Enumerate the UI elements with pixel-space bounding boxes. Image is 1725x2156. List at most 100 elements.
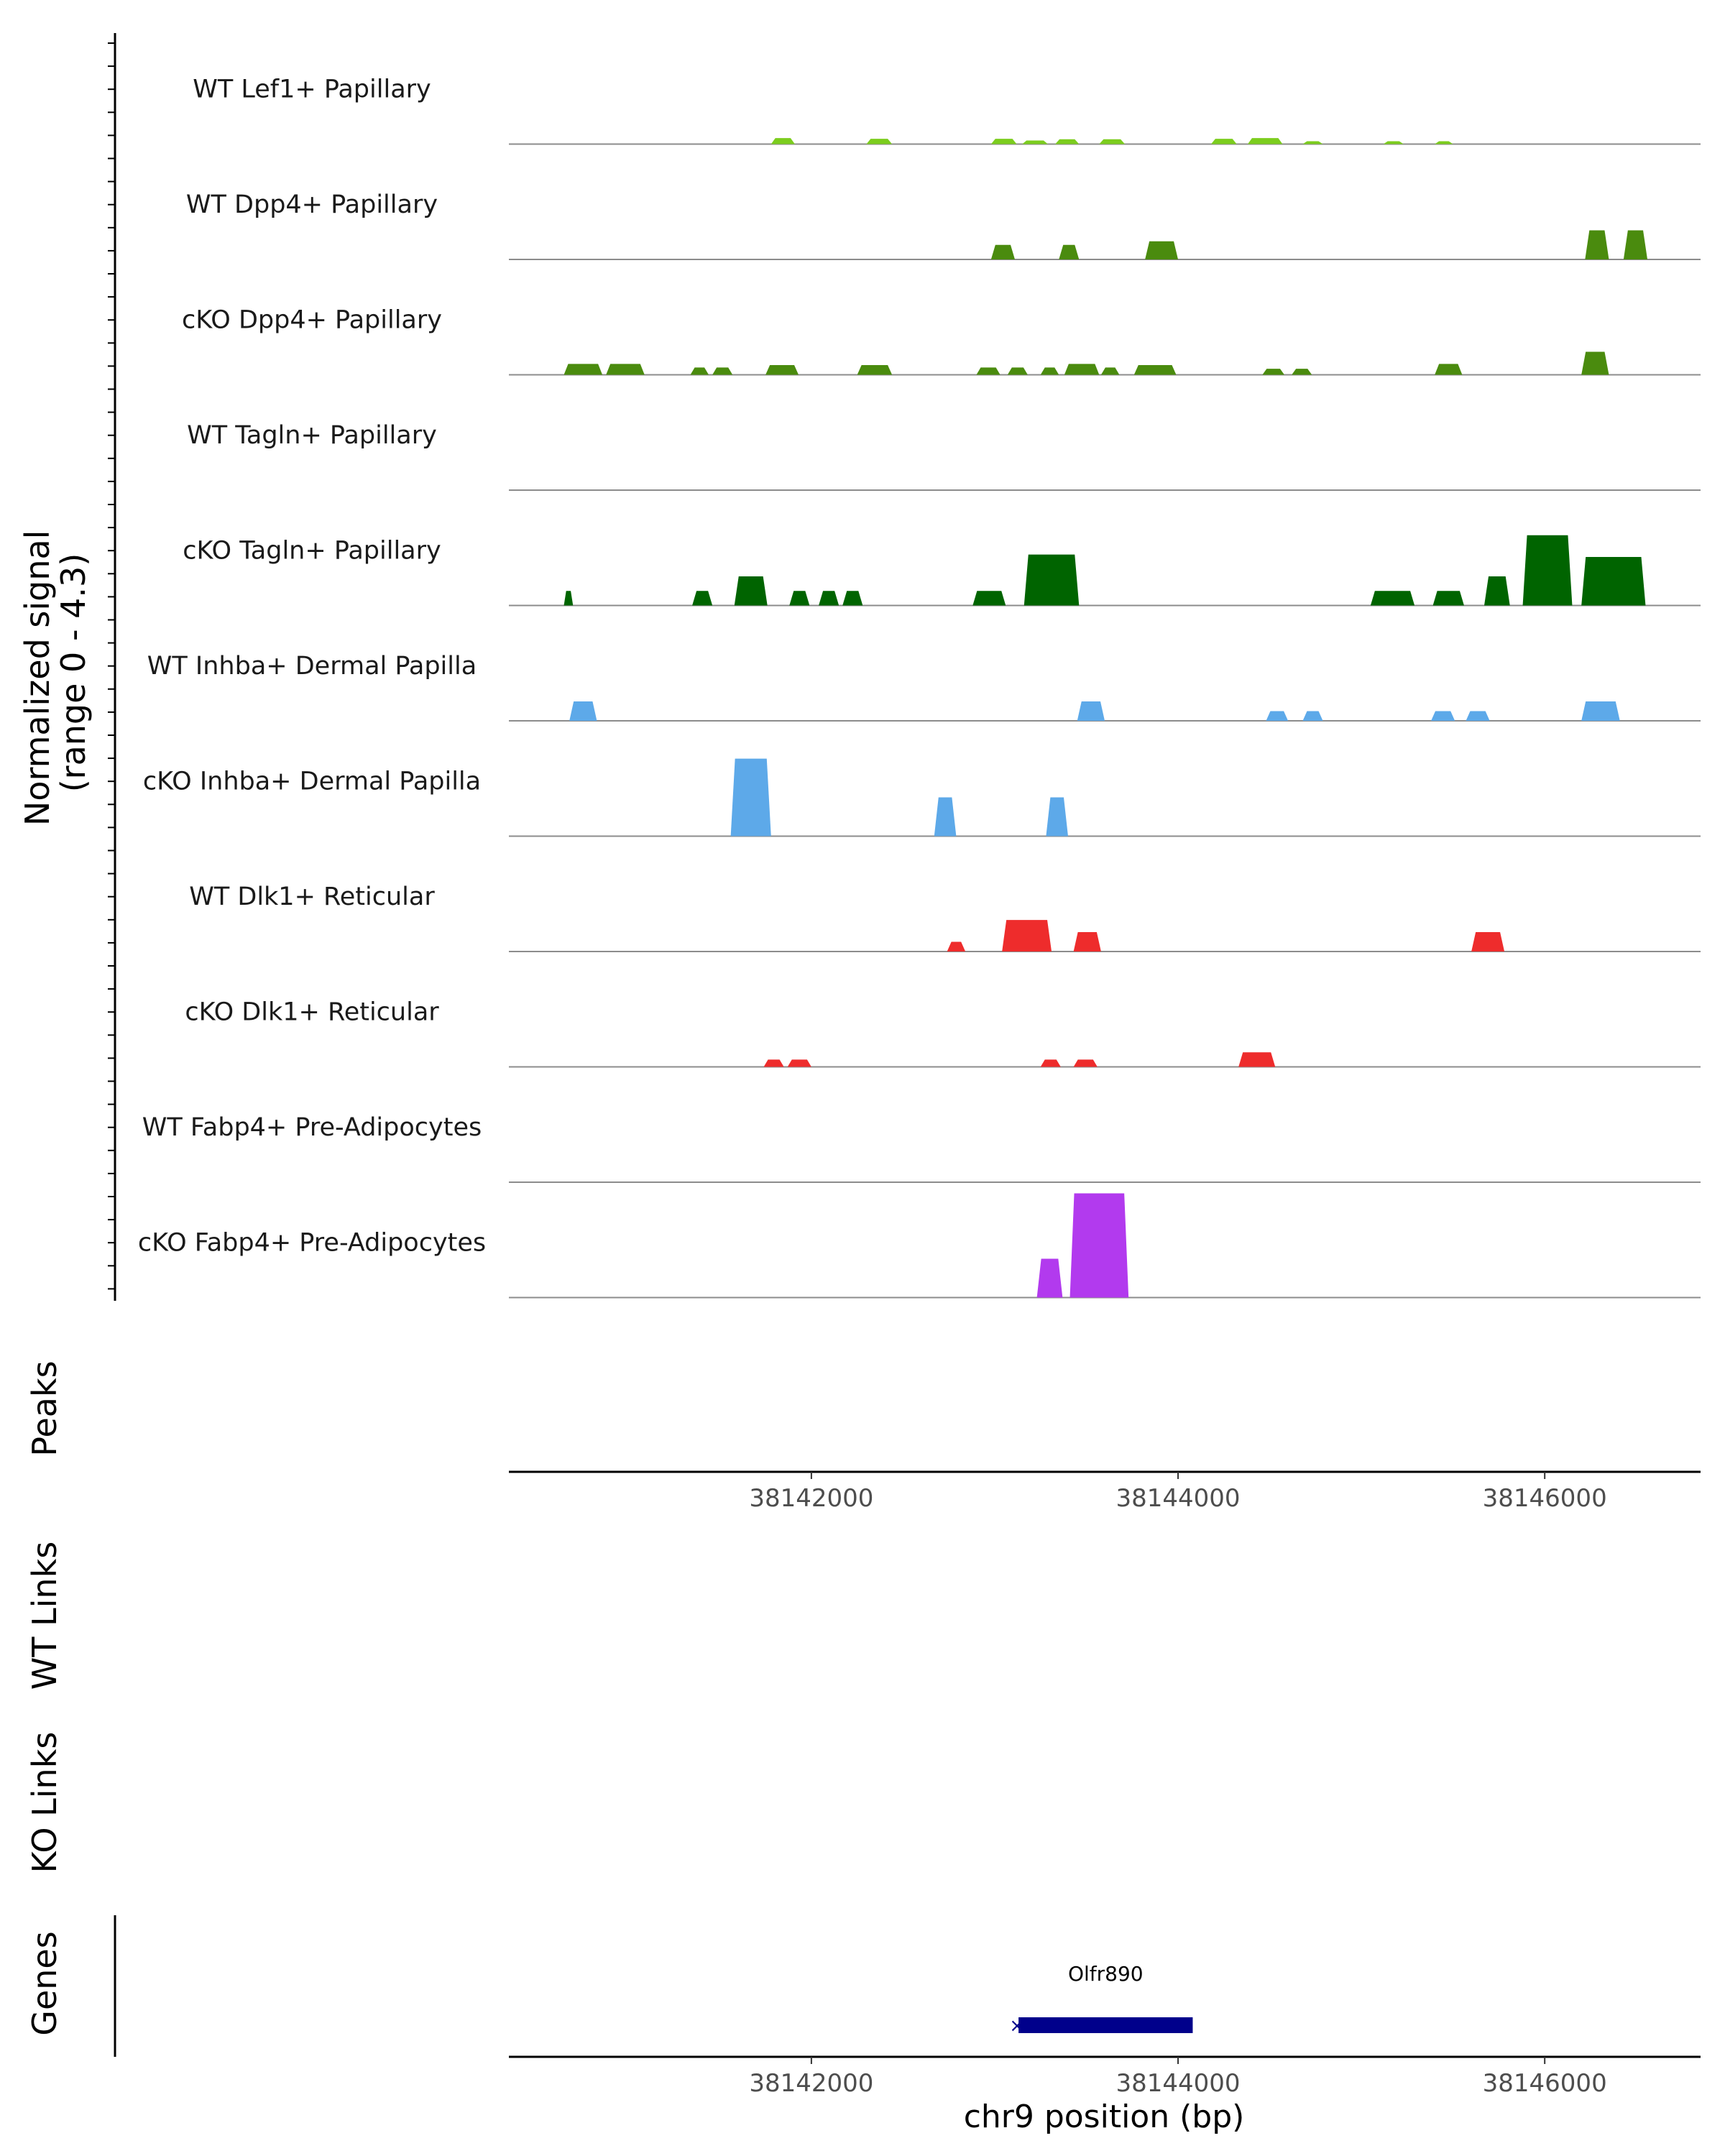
- signal-peak: [1238, 1052, 1276, 1067]
- track-5: cKO Tagln+ Papillary: [183, 535, 1701, 607]
- signal-peak: [1022, 140, 1048, 144]
- track-8: WT Dlk1+ Reticular: [189, 883, 1701, 952]
- signal-peak: [1073, 1059, 1098, 1067]
- y-axis-title-line-2: (range 0 - 4.3): [54, 553, 93, 793]
- signal-peak: [1581, 351, 1609, 375]
- signal-peak: [1046, 797, 1068, 837]
- track-label: cKO Dpp4+ Papillary: [182, 306, 442, 335]
- signal-peak: [690, 367, 709, 375]
- signal-peak: [692, 591, 713, 606]
- y-axis-title: Normalized signal (range 0 - 4.3): [18, 520, 93, 826]
- track-4: WT Tagln+ Papillary: [187, 421, 1701, 491]
- x-tick-label: 38142000: [749, 2069, 873, 2098]
- signal-peak: [1383, 141, 1404, 144]
- track-label: cKO Inhba+ Dermal Papilla: [143, 768, 481, 796]
- signal-peak: [1100, 367, 1120, 375]
- gene-strand-marker: ×: [1009, 2015, 1025, 2037]
- signal-peak: [1145, 241, 1179, 259]
- signal-peak: [1055, 139, 1080, 144]
- signal-peak: [866, 139, 893, 144]
- signal-peak: [1522, 535, 1573, 606]
- x-tick-label: 38144000: [1116, 2069, 1240, 2098]
- signal-peak: [569, 701, 597, 721]
- signal-peak: [1210, 139, 1237, 144]
- gene-track: × Olfr890: [1009, 1962, 1193, 2037]
- x-tick-label: 38144000: [1116, 1484, 1240, 1513]
- signal-peak: [765, 365, 799, 375]
- signal-peak: [990, 244, 1016, 259]
- track-10: WT Fabp4+ Pre-Adipocytes: [142, 1113, 1701, 1183]
- signal-peak: [606, 364, 645, 375]
- signal-peak: [789, 591, 810, 606]
- track-label: cKO Dlk1+ Reticular: [185, 998, 439, 1027]
- gene-body: [1018, 2017, 1193, 2033]
- x-tick-label: 38146000: [1483, 1484, 1607, 1513]
- track-label: cKO Tagln+ Papillary: [183, 537, 441, 566]
- signal-peak: [857, 365, 893, 375]
- annotation-track-label: Genes: [25, 1931, 64, 2035]
- coverage-tracks: WT Lef1+ Papillary WT Dpp4+ Papillary cKO …: [138, 75, 1701, 1299]
- signal-peak: [1077, 701, 1105, 721]
- track-6: WT Inhba+ Dermal Papilla: [147, 652, 1701, 722]
- coverage-y-axis: [108, 33, 116, 1301]
- track-label: WT Tagln+ Papillary: [187, 421, 437, 450]
- track-label: WT Lef1+ Papillary: [193, 75, 431, 104]
- signal-peak: [1484, 576, 1510, 606]
- signal-peak: [972, 591, 1006, 606]
- x-tick-label: 38142000: [749, 1484, 873, 1513]
- signal-peak: [1247, 138, 1283, 144]
- signal-peak: [976, 367, 1000, 375]
- signal-peak: [1302, 141, 1323, 144]
- signal-peak: [1007, 367, 1028, 375]
- signal-peak: [770, 138, 795, 144]
- signal-peak: [934, 797, 957, 837]
- signal-peak: [842, 591, 863, 606]
- signal-peak: [819, 591, 840, 606]
- annotation-tracks: Peaks WT Links KO Links Genes: [25, 1360, 116, 2057]
- track-11: cKO Fabp4+ Pre-Adipocytes: [138, 1193, 1701, 1299]
- signal-peak: [1073, 932, 1101, 952]
- signal-peak: [1040, 367, 1059, 375]
- signal-peak: [1064, 364, 1100, 375]
- track-label: cKO Fabp4+ Pre-Adipocytes: [138, 1229, 486, 1258]
- signal-peak: [1623, 230, 1648, 259]
- signal-peak: [1466, 711, 1490, 721]
- track-9: cKO Dlk1+ Reticular: [185, 998, 1701, 1068]
- signal-peak: [1431, 711, 1455, 721]
- genes-x-axis: 38142000 38144000 38146000: [509, 2055, 1701, 2098]
- track-1: WT Lef1+ Papillary: [193, 75, 1701, 145]
- track-label: WT Fabp4+ Pre-Adipocytes: [142, 1113, 482, 1142]
- annotation-track-label: KO Links: [25, 1732, 64, 1874]
- signal-peak: [1133, 365, 1177, 375]
- signal-peak: [1059, 244, 1080, 259]
- x-tick-label: 38146000: [1483, 2069, 1607, 2098]
- peaks-x-axis: 38142000 38144000 38146000: [509, 1470, 1701, 1513]
- x-axes: 38142000 38144000 38146000 38142000 38144000…: [509, 1470, 1701, 2098]
- signal-peak: [712, 367, 733, 375]
- signal-peak: [1370, 591, 1415, 606]
- signal-peak: [947, 941, 966, 952]
- signal-peak: [1292, 369, 1312, 375]
- signal-peak: [1070, 1193, 1129, 1298]
- signal-peak: [564, 591, 574, 606]
- signal-peak: [1471, 932, 1505, 952]
- signal-peak: [1435, 364, 1463, 375]
- signal-peak: [1002, 920, 1052, 952]
- track-3: cKO Dpp4+ Papillary: [182, 306, 1701, 376]
- signal-peak: [1581, 701, 1620, 721]
- gene-name-label: Olfr890: [1068, 1962, 1144, 1986]
- track-7: cKO Inhba+ Dermal Papilla: [143, 758, 1701, 837]
- track-label: WT Dlk1+ Reticular: [189, 883, 435, 911]
- annotation-track-label: Peaks: [25, 1360, 64, 1456]
- track-2: WT Dpp4+ Papillary: [186, 190, 1701, 260]
- signal-peak: [564, 364, 603, 375]
- signal-peak: [1432, 591, 1464, 606]
- signal-peak: [763, 1059, 784, 1067]
- signal-peak: [730, 758, 771, 837]
- annotation-track-label: WT Links: [25, 1542, 64, 1690]
- signal-peak: [1581, 557, 1646, 606]
- signal-peak: [1262, 369, 1284, 375]
- track-label: WT Dpp4+ Papillary: [186, 190, 438, 219]
- signal-peak: [1036, 1258, 1063, 1298]
